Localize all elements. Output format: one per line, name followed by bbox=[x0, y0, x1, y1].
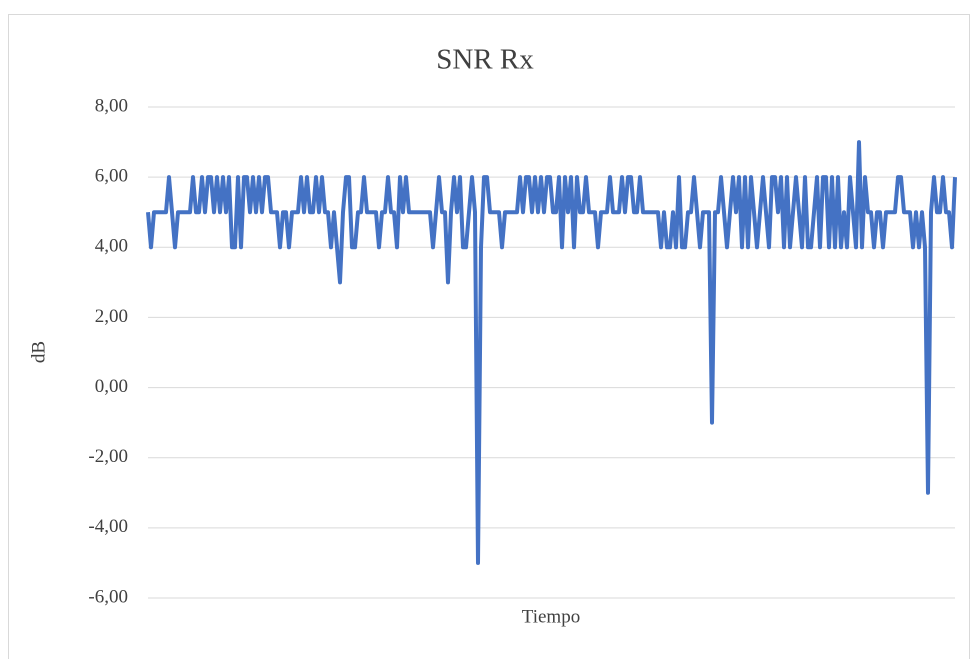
x-axis-label: Tiempo bbox=[522, 606, 580, 627]
y-axis-label: dB bbox=[28, 341, 49, 363]
y-tick-label: -6,00 bbox=[88, 586, 128, 607]
y-tick-label: 2,00 bbox=[95, 306, 128, 327]
chart-border bbox=[8, 14, 970, 664]
data-line bbox=[146, 140, 957, 565]
y-tick-label: 4,00 bbox=[95, 236, 128, 257]
y-tick-label: -4,00 bbox=[88, 516, 128, 537]
y-tick-label: 8,00 bbox=[95, 95, 128, 116]
y-tick-label: -2,00 bbox=[88, 446, 128, 467]
chart-title: SNR Rx bbox=[436, 44, 534, 76]
y-tick-label: 0,00 bbox=[95, 376, 128, 397]
y-tick-label: 6,00 bbox=[95, 166, 128, 187]
